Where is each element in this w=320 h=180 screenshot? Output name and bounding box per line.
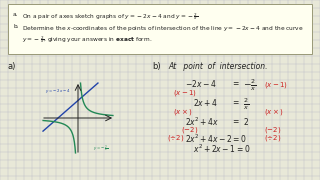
Text: $(x-1)$: $(x-1)$ (173, 88, 197, 98)
Text: $y=-2x-4$: $y=-2x-4$ (45, 87, 71, 95)
Text: Determine the $x$-coordinates of the points of intersection of the line $y=-2x-4: Determine the $x$-coordinates of the poi… (22, 24, 304, 33)
Text: $\frac{2}{x}$: $\frac{2}{x}$ (243, 97, 249, 112)
Text: a.: a. (13, 12, 19, 17)
Text: $-2x-4$: $-2x-4$ (185, 78, 217, 89)
Text: $(x-1)$: $(x-1)$ (264, 80, 288, 90)
Text: $(\div 2)$: $(\div 2)$ (167, 133, 184, 143)
Text: $-\frac{2}{x}$: $-\frac{2}{x}$ (243, 78, 257, 93)
Text: $=$: $=$ (231, 78, 240, 87)
Text: $(x\times)$: $(x\times)$ (173, 107, 193, 117)
Text: b): b) (152, 62, 161, 71)
Text: $y=-\frac{2}{x}$, giving your answers in $\mathbf{exact}$ form.: $y=-\frac{2}{x}$, giving your answers in… (22, 35, 152, 46)
Text: $(-2)$: $(-2)$ (181, 125, 198, 135)
Text: $(-2)$: $(-2)$ (264, 125, 281, 135)
FancyBboxPatch shape (8, 4, 312, 54)
Text: $=$: $=$ (231, 116, 240, 125)
Text: $x^2+2x-1=0$: $x^2+2x-1=0$ (193, 143, 251, 155)
Text: $y=-\frac{2}{x}$: $y=-\frac{2}{x}$ (93, 143, 108, 154)
Text: $=$: $=$ (231, 97, 240, 106)
Text: At   point  of  intersection.: At point of intersection. (168, 62, 268, 71)
Text: b.: b. (13, 24, 19, 29)
Text: $(x\times)$: $(x\times)$ (264, 107, 284, 117)
Text: $2x^2+4x-2=0$: $2x^2+4x-2=0$ (185, 133, 247, 145)
Text: $2x+4$: $2x+4$ (193, 97, 218, 108)
Text: a): a) (8, 62, 16, 71)
Text: $2x^2+4x$: $2x^2+4x$ (185, 116, 219, 128)
Text: On a pair of axes sketch graphs of $y=-2x-4$ and $y=-\frac{2}{x}$: On a pair of axes sketch graphs of $y=-2… (22, 12, 198, 23)
Text: $(\div 2)$: $(\div 2)$ (264, 133, 281, 143)
Text: $2$: $2$ (243, 116, 249, 127)
